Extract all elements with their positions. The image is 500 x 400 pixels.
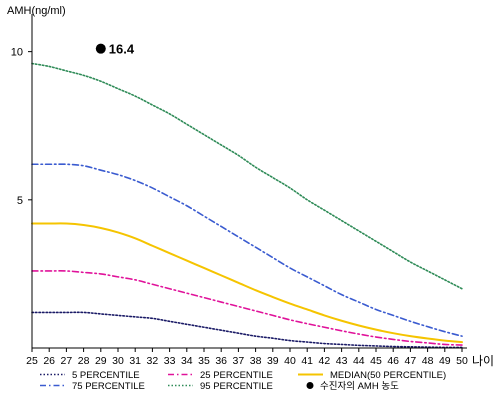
x-tick-label: 31: [129, 355, 141, 367]
legend-label-patient: 수진자의 AMH 농도: [320, 381, 399, 392]
x-tick-label: 28: [78, 355, 90, 367]
x-tick-label: 32: [147, 355, 159, 367]
x-tick-label: 40: [284, 355, 296, 367]
series-line-95-percentile: [31, 62, 463, 290]
x-tick-label: 42: [319, 355, 331, 367]
x-tick-label: 36: [215, 355, 227, 367]
x-tick-label: 27: [61, 355, 73, 367]
legend-swatch-patient: [306, 382, 314, 389]
x-tick-label: 26: [43, 355, 55, 367]
legend-label-median-50-percentile: MEDIAN(50 PERCENTILE): [330, 370, 446, 381]
legend-label-5-percentile: 5 PERCENTILE: [72, 370, 140, 381]
legend-label-75-percentile: 75 PERCENTILE: [72, 381, 145, 392]
y-tick-label: 10: [11, 47, 23, 59]
x-tick-label: 45: [370, 355, 382, 367]
x-tick-label: 49: [439, 355, 451, 367]
x-tick-label: 41: [301, 355, 313, 367]
legend-label-25-percentile: 25 PERCENTILE: [200, 370, 273, 381]
legend: 5 PERCENTILE 25 PERCENTILE MEDIAN(50 PERCE…: [40, 370, 446, 392]
x-tick-label: 34: [181, 355, 193, 367]
x-tick-label: 43: [336, 355, 348, 367]
y-tick-label: 5: [17, 195, 23, 207]
x-tick-label: 44: [353, 355, 365, 367]
x-tick-label: 50: [456, 355, 468, 367]
x-tick-label: 38: [250, 355, 262, 367]
x-tick-label: 48: [422, 355, 434, 367]
series-line-5-percentile: [31, 311, 463, 349]
x-tick-label: 46: [387, 355, 399, 367]
series-line-median-50-percentile: [31, 222, 463, 344]
x-tick-label: 33: [164, 355, 176, 367]
x-tick-label: 37: [233, 355, 245, 367]
x-tick-label: 30: [112, 355, 124, 367]
series-line-75-percentile: [31, 163, 463, 337]
series-lines: [31, 62, 463, 349]
x-tick-label: 25: [26, 355, 38, 367]
patient-point-label: 16.4: [109, 42, 135, 57]
series-line-25-percentile: [31, 270, 463, 346]
x-tick-label: 39: [267, 355, 279, 367]
x-axis-label: 나이: [472, 354, 494, 368]
patient-marker: 16.4: [95, 42, 135, 57]
patient-point: [95, 43, 106, 54]
axes: AMH(ng/ml) 5 10 25 26 27 28 29 30 31 32 33 34 35 36 37 3…: [7, 5, 494, 368]
legend-label-95-percentile: 95 PERCENTILE: [200, 381, 273, 392]
x-tick-label: 29: [95, 355, 107, 367]
y-axis-label: AMH(ng/ml): [7, 5, 66, 17]
x-tick-label: 35: [198, 355, 210, 367]
x-tick-label: 47: [405, 355, 417, 367]
